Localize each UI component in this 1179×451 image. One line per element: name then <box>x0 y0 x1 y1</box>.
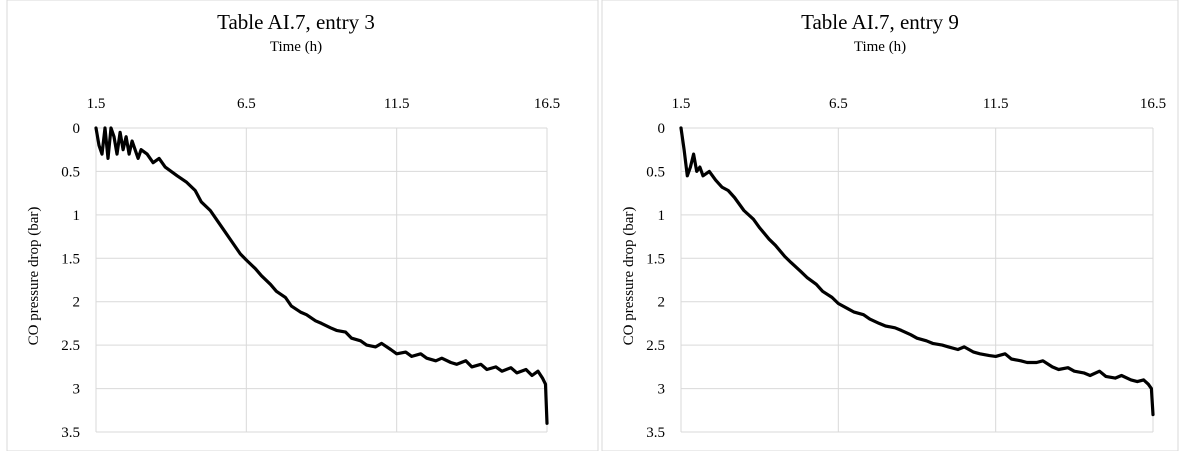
y-tick-label: 0.5 <box>61 164 80 180</box>
x-tick-label: 6.5 <box>829 96 848 112</box>
tick-labels: 00.511.522.533.51.5 6.5 11.5 16.5 <box>646 96 1166 441</box>
y-tick-label: 1 <box>658 208 666 224</box>
x-tick-label: 1.5 <box>87 96 106 112</box>
x-axis-title: Time (h) <box>854 39 906 55</box>
gridlines <box>95 127 548 433</box>
y-tick-label: 2.5 <box>646 338 665 354</box>
chart-panel-border <box>6 0 599 451</box>
series-layer <box>679 126 1155 417</box>
y-tick-label: 3.5 <box>646 425 665 441</box>
y-tick-label: 0 <box>73 121 81 137</box>
chart-panel-entry-3: Table AI.7, entry 3 Time (h) CO pressure… <box>6 0 599 451</box>
y-tick-label: 2 <box>658 295 666 311</box>
y-tick-label: 1.5 <box>61 251 80 267</box>
x-tick-label: 11.5 <box>983 96 1009 112</box>
y-tick-label: 0 <box>658 121 666 137</box>
y-tick-label: 3.5 <box>61 425 80 441</box>
chart-title: Table AI.7, entry 9 <box>801 10 959 34</box>
y-axis-title: CO pressure drop (bar) <box>621 207 637 346</box>
y-axis-title: CO pressure drop (bar) <box>26 207 42 346</box>
y-tick-label: 0.5 <box>646 164 665 180</box>
x-tick-label: 11.5 <box>384 96 410 112</box>
x-tick-label: 6.5 <box>237 96 256 112</box>
tick-labels: 00.511.522.533.51.5 6.5 11.5 16.5 <box>61 96 560 441</box>
x-tick-label: 16.5 <box>1140 96 1166 112</box>
x-tick-label: 16.5 <box>534 96 560 112</box>
y-tick-label: 3 <box>658 382 666 398</box>
y-tick-label: 2 <box>73 295 81 311</box>
series-layer <box>94 126 549 425</box>
y-tick-label: 2.5 <box>61 338 80 354</box>
y-tick-label: 1.5 <box>646 251 665 267</box>
chart-panel-entry-9: Table AI.7, entry 9 Time (h) CO pressure… <box>601 0 1179 451</box>
y-tick-label: 1 <box>73 208 81 224</box>
y-tick-label: 3 <box>73 382 81 398</box>
x-axis-title: Time (h) <box>270 39 322 55</box>
series-line <box>679 126 1155 417</box>
x-tick-label: 1.5 <box>672 96 691 112</box>
chart-title: Table AI.7, entry 3 <box>217 10 375 34</box>
chart-panel-border <box>601 0 1179 451</box>
gridlines <box>680 127 1154 433</box>
series-line <box>94 126 549 425</box>
